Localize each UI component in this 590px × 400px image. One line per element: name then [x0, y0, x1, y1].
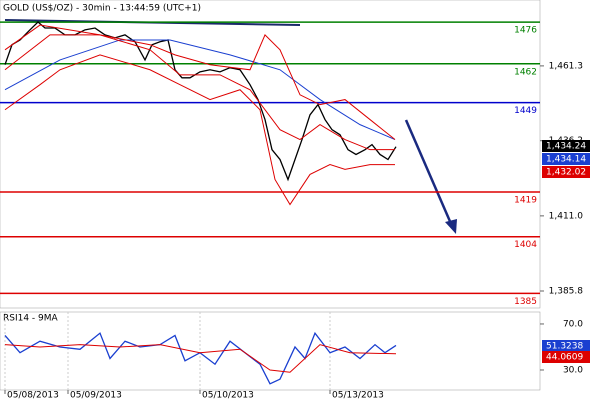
price-label-box	[542, 166, 590, 178]
series-line	[4, 54, 395, 206]
price-label: 1,434.14	[546, 155, 586, 165]
x-tick-label: 05/10/2013	[202, 391, 254, 400]
price-label: 1,432.02	[546, 168, 586, 178]
level-label: 1462	[514, 67, 537, 77]
price-label-box	[542, 140, 590, 152]
y-tick-label: 1,385.8	[549, 287, 584, 297]
series-line	[4, 344, 397, 373]
level-label: 1419	[514, 196, 537, 206]
price-label: 1,434.24	[546, 142, 586, 152]
price-label-box	[542, 153, 590, 165]
series-line	[4, 24, 396, 140]
price-label-box	[542, 351, 590, 363]
level-label: 1449	[514, 106, 537, 116]
price-label-box	[542, 340, 590, 352]
rsi-panel	[0, 311, 541, 391]
price-label: 44.0609	[546, 353, 583, 363]
arrow-head	[445, 219, 457, 234]
level-label: 1476	[514, 26, 537, 36]
x-tick-label: 05/08/2013	[7, 391, 59, 400]
y-tick-label: 70.0	[563, 319, 583, 329]
x-tick-label: 05/09/2013	[70, 391, 122, 400]
chart-title: GOLD (US$/OZ) - 30min - 13:44:59 (UTC+1)	[3, 4, 201, 14]
level-label: 1385	[514, 297, 537, 307]
x-tick-label: 05/13/2013	[332, 391, 384, 400]
rsi-title: RSI14 - 9MA	[3, 314, 59, 324]
arrow-shaft	[404, 119, 454, 227]
level-label: 1404	[514, 240, 537, 250]
series-line	[4, 34, 395, 151]
price-label: 51.3238	[546, 342, 583, 352]
y-tick-label: 1,461.3	[549, 61, 583, 71]
y-tick-label: 30.0	[563, 365, 583, 375]
y-tick-label: 1,411.0	[549, 211, 584, 221]
series-line	[4, 39, 396, 140]
